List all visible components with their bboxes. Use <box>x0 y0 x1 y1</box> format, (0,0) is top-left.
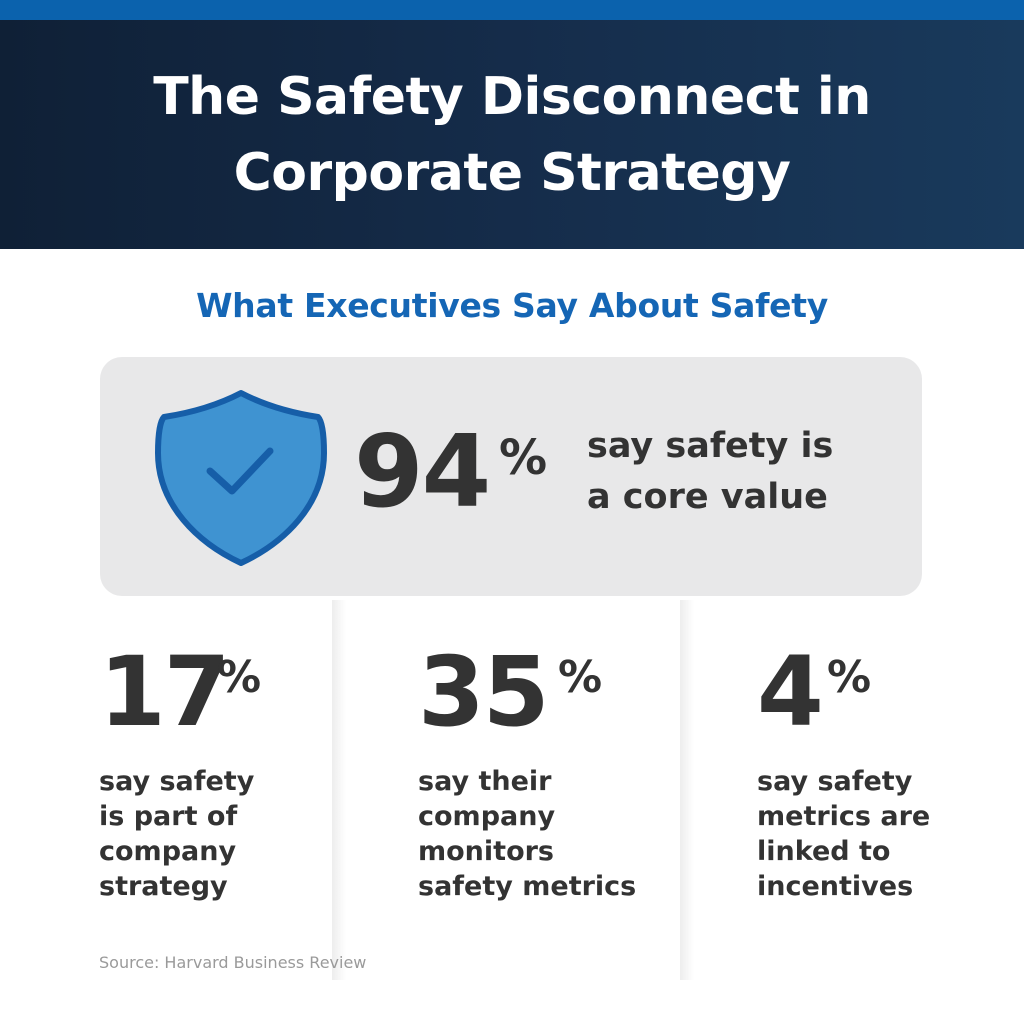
stat-3-line-2: metrics are <box>757 801 931 832</box>
stat-3-line-1: say safety <box>757 766 913 797</box>
stat-description-3: say safety metrics are linked to incenti… <box>757 764 997 904</box>
hero-stat-card: 94 % say safety is a core value <box>100 357 922 596</box>
section-subtitle: What Executives Say About Safety <box>196 286 828 325</box>
stat-1-line-4: strategy <box>99 871 228 902</box>
stat-1-line-1: say safety <box>99 766 255 797</box>
stat-description-1: say safety is part of company strategy <box>99 764 339 904</box>
stat-percent-sign-1: % <box>217 652 262 703</box>
stat-percent-sign-3: % <box>827 652 872 703</box>
shield-check-icon <box>155 390 327 566</box>
hero-percent-sign: % <box>499 430 548 486</box>
title-line-1: The Safety Disconnect in <box>153 66 871 127</box>
stat-value-3: 4 <box>757 636 824 748</box>
stat-column-2: 35 % say their company monitors safety m… <box>418 640 668 940</box>
source-citation: Source: Harvard Business Review <box>99 953 367 972</box>
stat-column-3: 4 % say safety metrics are linked to inc… <box>757 640 977 940</box>
column-divider-2 <box>680 600 694 980</box>
stat-3-line-3: linked to <box>757 836 891 867</box>
stat-value-2: 35 <box>418 636 550 748</box>
stat-2-line-2: company <box>418 801 556 832</box>
stat-percent-sign-2: % <box>558 652 603 703</box>
hero-stat-description: say safety is a core value <box>587 421 907 523</box>
top-accent-bar <box>0 0 1024 20</box>
stat-description-2: say their company monitors safety metric… <box>418 764 658 904</box>
column-divider-1 <box>332 600 346 980</box>
title-line-2: Corporate Strategy <box>233 142 791 203</box>
hero-text-line-2: a core value <box>587 477 828 517</box>
stat-column-1: 17 % say safety is part of company strat… <box>99 640 329 940</box>
stat-3-line-4: incentives <box>757 871 914 902</box>
hero-stat-value: 94 <box>354 413 491 530</box>
stat-value-1: 17 <box>99 636 231 748</box>
header-banner: The Safety Disconnect in Corporate Strat… <box>0 20 1024 249</box>
page-title: The Safety Disconnect in Corporate Strat… <box>153 59 871 211</box>
stat-2-line-3: monitors <box>418 836 555 867</box>
stat-2-line-1: say their <box>418 766 552 797</box>
stat-1-line-3: company <box>99 836 237 867</box>
hero-text-line-1: say safety is <box>587 426 834 466</box>
stat-2-line-4: safety metrics <box>418 871 637 902</box>
stat-1-line-2: is part of <box>99 801 238 832</box>
